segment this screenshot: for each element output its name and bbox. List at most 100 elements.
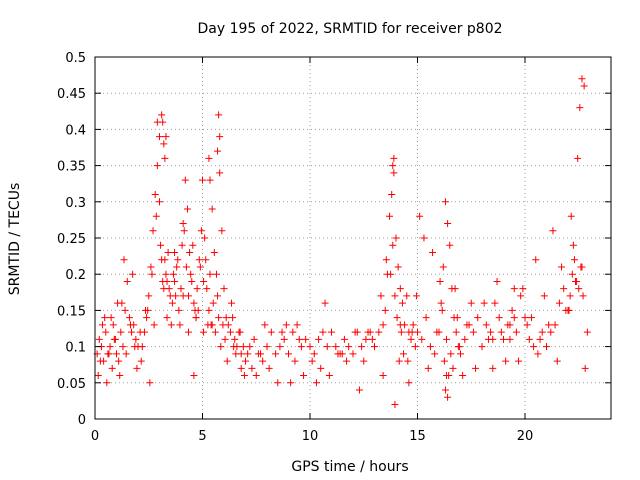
y-tick-label: 0 bbox=[78, 413, 86, 428]
data-point bbox=[321, 299, 329, 307]
data-point bbox=[420, 234, 428, 242]
data-point bbox=[495, 314, 503, 322]
data-point bbox=[315, 335, 323, 343]
data-point bbox=[349, 350, 357, 358]
data-point bbox=[202, 256, 210, 264]
data-point bbox=[310, 350, 318, 358]
data-point bbox=[162, 270, 170, 278]
data-point bbox=[119, 343, 127, 351]
data-point bbox=[285, 350, 292, 358]
data-point bbox=[147, 263, 155, 271]
data-point bbox=[519, 285, 527, 293]
data-point bbox=[578, 263, 586, 271]
data-point bbox=[521, 314, 529, 322]
data-point bbox=[392, 234, 400, 242]
data-point bbox=[96, 357, 104, 365]
data-point bbox=[216, 133, 224, 141]
data-point bbox=[175, 306, 183, 314]
data-point bbox=[360, 357, 368, 365]
data-point bbox=[510, 285, 518, 293]
data-point bbox=[508, 306, 516, 314]
data-point bbox=[389, 241, 397, 249]
data-point bbox=[551, 321, 559, 329]
data-point bbox=[211, 328, 219, 336]
data-point bbox=[276, 343, 284, 351]
data-point bbox=[515, 357, 523, 365]
data-point bbox=[411, 343, 419, 351]
y-tick-label: 0.05 bbox=[57, 377, 86, 392]
data-point bbox=[578, 75, 586, 83]
data-point bbox=[148, 270, 156, 278]
data-point bbox=[163, 277, 171, 285]
data-point bbox=[461, 335, 469, 343]
data-point bbox=[195, 256, 203, 264]
data-point bbox=[386, 212, 394, 220]
data-point bbox=[300, 372, 308, 380]
data-point bbox=[113, 350, 120, 358]
data-points bbox=[93, 75, 591, 409]
data-point bbox=[332, 343, 340, 351]
data-point bbox=[391, 401, 399, 409]
data-point bbox=[409, 321, 417, 329]
data-point bbox=[540, 292, 548, 300]
data-point bbox=[400, 350, 408, 358]
data-point bbox=[289, 328, 297, 336]
data-point bbox=[280, 335, 288, 343]
data-point bbox=[547, 328, 555, 336]
data-point bbox=[232, 350, 240, 358]
data-point bbox=[228, 299, 236, 307]
data-point bbox=[261, 321, 269, 329]
x-axis: 0 5 10 15 20 bbox=[91, 57, 533, 444]
data-point bbox=[549, 227, 557, 235]
data-point bbox=[497, 328, 505, 336]
data-point bbox=[208, 321, 216, 329]
data-point bbox=[179, 220, 187, 228]
data-point bbox=[478, 343, 486, 351]
data-point bbox=[244, 350, 252, 358]
data-point bbox=[197, 227, 205, 235]
data-point bbox=[358, 343, 366, 351]
data-point bbox=[183, 205, 191, 213]
data-point bbox=[149, 227, 157, 235]
data-point bbox=[108, 364, 116, 372]
data-point bbox=[219, 321, 227, 329]
data-point bbox=[389, 162, 397, 170]
data-point bbox=[218, 227, 226, 235]
data-point bbox=[212, 270, 220, 278]
data-point bbox=[156, 133, 163, 141]
data-point bbox=[199, 176, 206, 184]
data-point bbox=[553, 357, 561, 365]
data-point bbox=[306, 343, 314, 351]
data-point bbox=[187, 270, 195, 278]
data-point bbox=[308, 357, 316, 365]
data-point bbox=[393, 314, 401, 322]
data-point bbox=[338, 350, 346, 358]
data-point bbox=[206, 270, 214, 278]
data-point bbox=[560, 285, 568, 293]
data-point bbox=[192, 314, 200, 322]
data-point bbox=[575, 285, 583, 293]
data-point bbox=[404, 357, 412, 365]
data-point bbox=[236, 328, 244, 336]
data-point bbox=[145, 292, 153, 300]
data-point bbox=[583, 328, 591, 336]
data-point bbox=[452, 328, 460, 336]
data-point bbox=[103, 379, 111, 387]
data-point bbox=[312, 379, 320, 387]
x-tick-label: 20 bbox=[517, 429, 534, 444]
data-point bbox=[116, 372, 124, 380]
y-axis-label: SRMTID / TECUs bbox=[7, 183, 23, 296]
data-point bbox=[381, 306, 389, 314]
data-point bbox=[99, 321, 107, 329]
data-point bbox=[440, 357, 448, 365]
data-point bbox=[196, 263, 204, 271]
data-point bbox=[449, 364, 457, 372]
data-point bbox=[287, 379, 295, 387]
data-point bbox=[439, 263, 447, 271]
data-point bbox=[446, 241, 454, 249]
data-point bbox=[153, 162, 161, 170]
x-tick-label: 15 bbox=[409, 429, 426, 444]
data-point bbox=[355, 386, 363, 394]
data-point bbox=[161, 154, 169, 162]
